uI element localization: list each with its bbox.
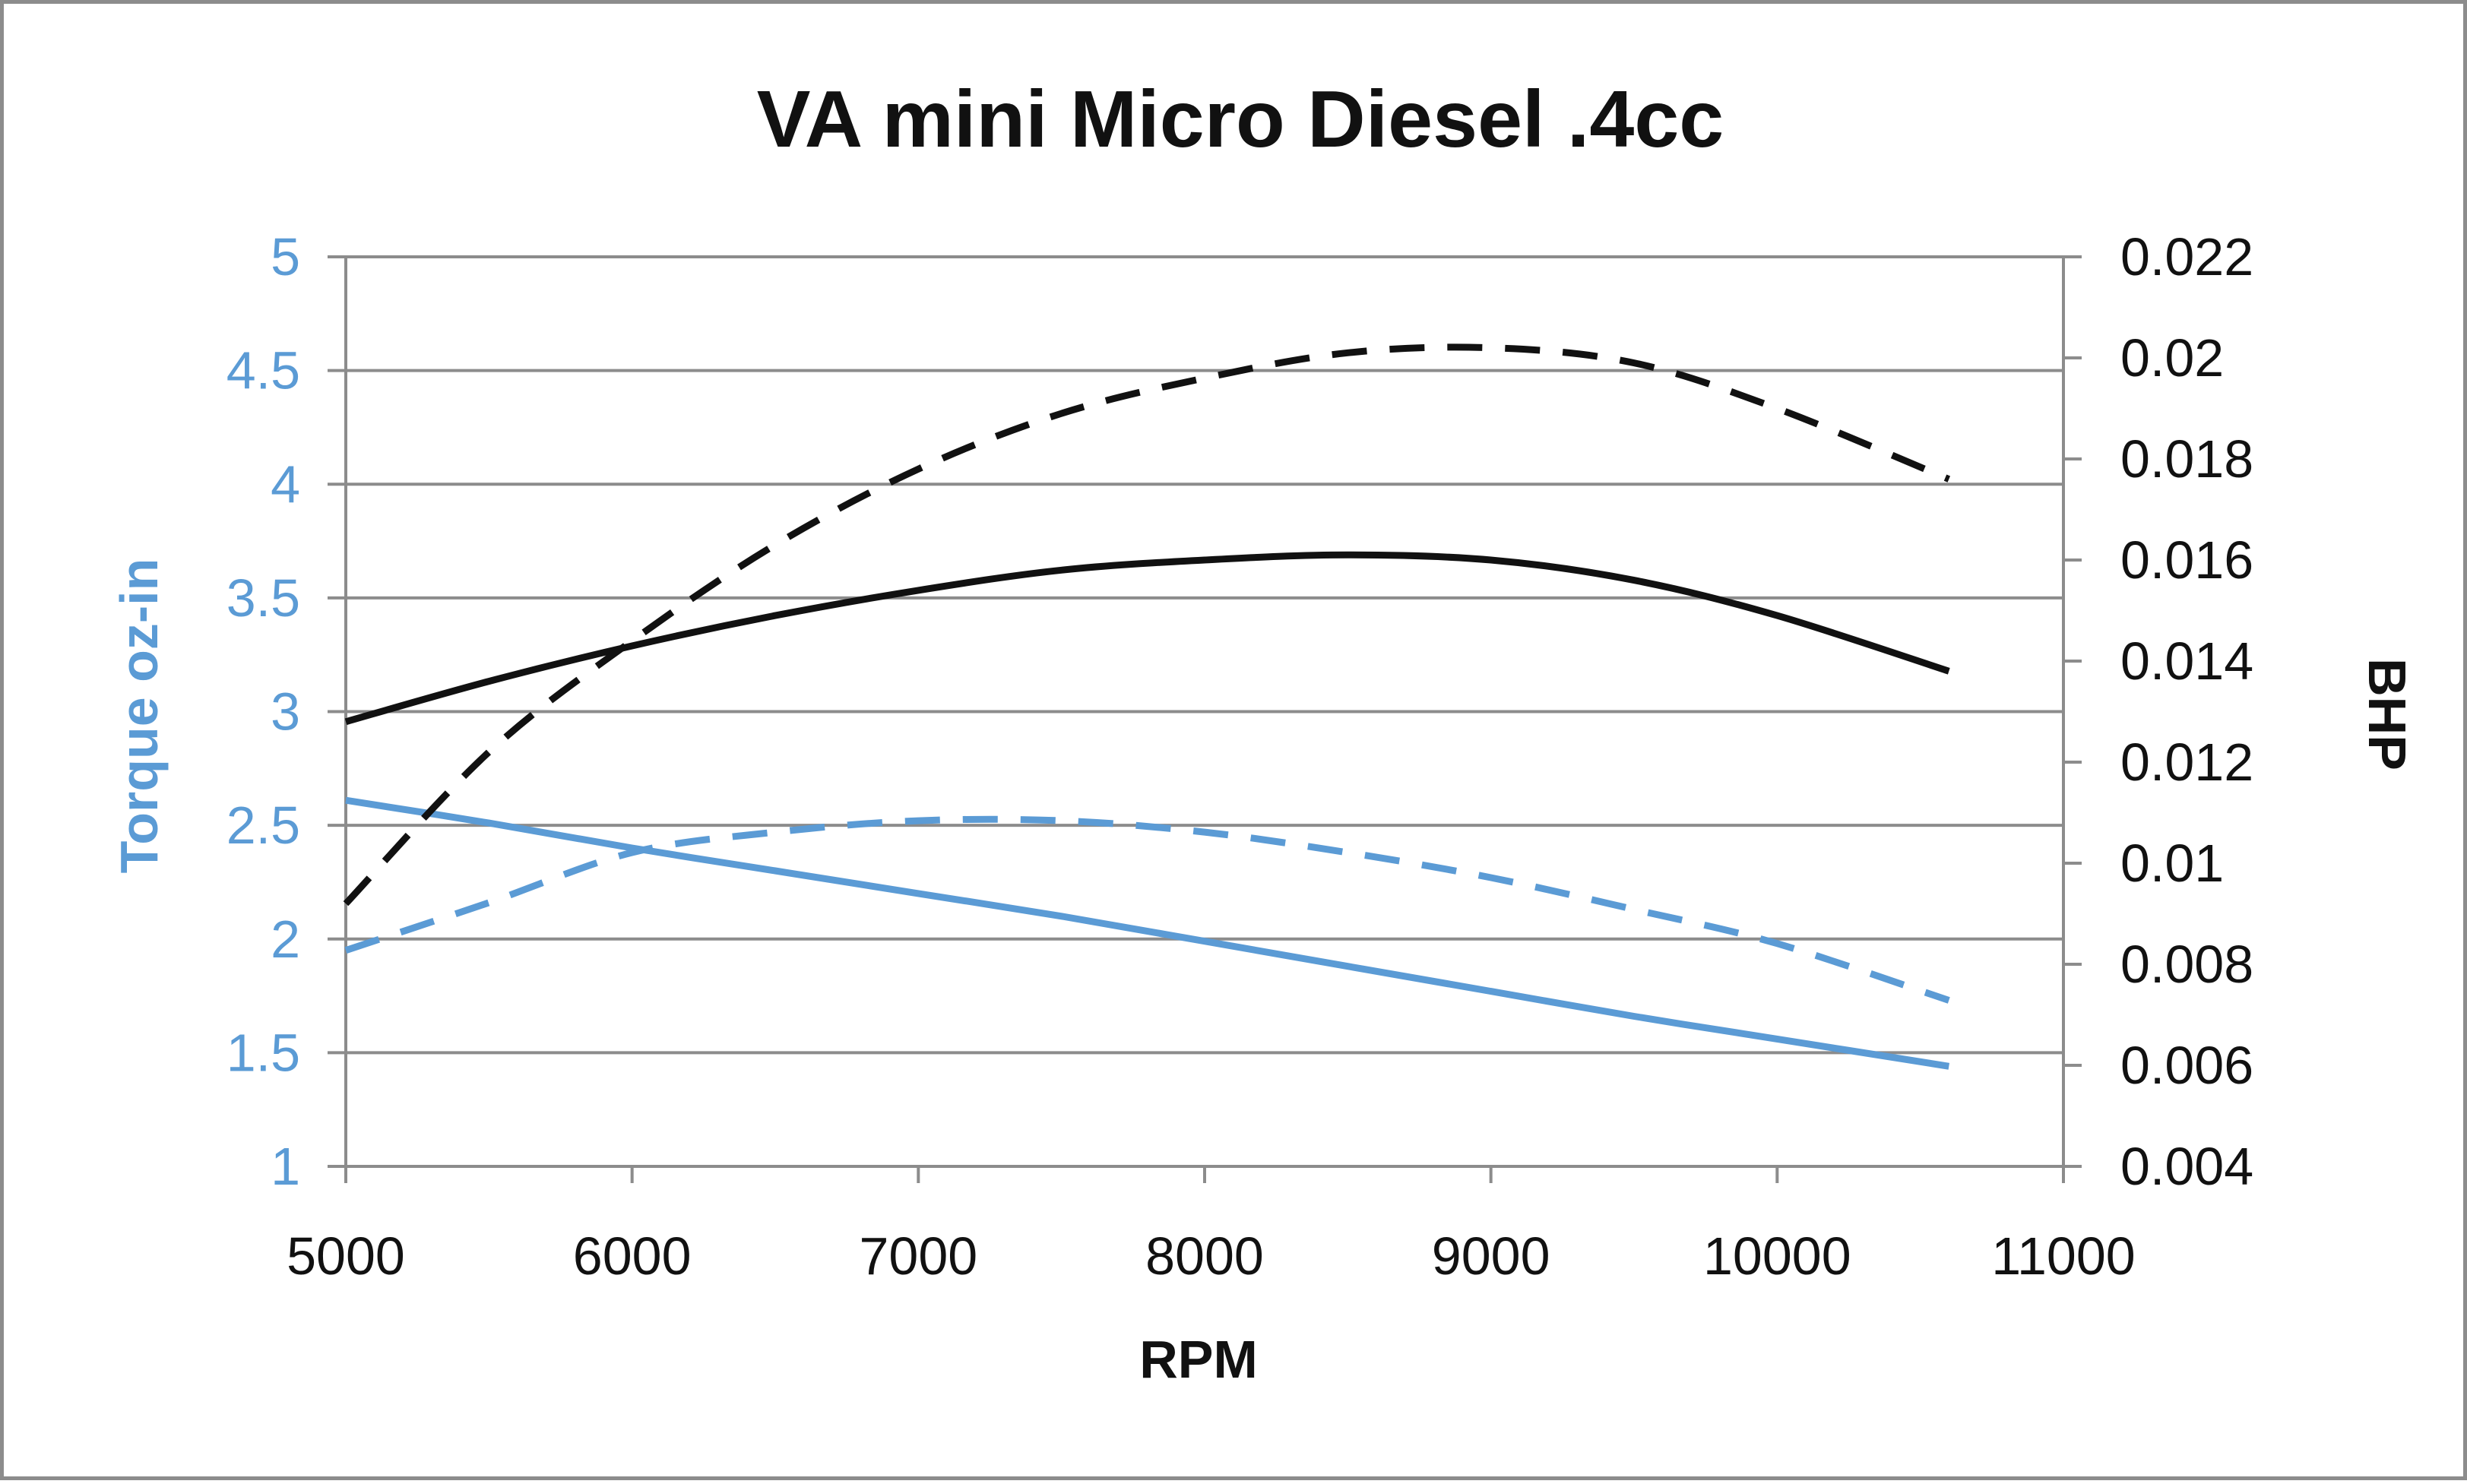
y-tick-label-0: 1: [271, 1137, 300, 1196]
x-tick-label-3: 8000: [1145, 1226, 1264, 1286]
y2-tick-label-3: 0.01: [2120, 834, 2224, 893]
x-tick-label-1: 6000: [573, 1226, 692, 1286]
series-lines: [343, 343, 1951, 1070]
x-tick-label-5: 10000: [1703, 1226, 1851, 1286]
y2-tick-label-2: 0.008: [2120, 935, 2253, 994]
y-tick-label-3: 2.5: [226, 796, 300, 855]
y2-tick-label-5: 0.014: [2120, 631, 2253, 691]
series-line-0: [345, 796, 1950, 1070]
x-axis-title: RPM: [1139, 1330, 1258, 1389]
y2-axis-title: BHP: [2358, 658, 2417, 770]
y2-tick-label-0: 0.004: [2120, 1137, 2253, 1196]
series-line-1: [344, 815, 1950, 1004]
y2-tick-label-1: 0.006: [2120, 1036, 2253, 1095]
y-tick-label-2: 2: [271, 910, 300, 969]
y-tick-label-5: 3.5: [226, 568, 300, 628]
y2-tick-label-7: 0.018: [2120, 429, 2253, 489]
y2-tick-label-4: 0.012: [2120, 733, 2253, 792]
x-tick-label-6: 11000: [1991, 1226, 2135, 1286]
axes: [328, 255, 2082, 1183]
tick-labels: 1 1.5 2 2.5 3 3.5 4 4.5 5 0.004 0.006 0.008 0.01 0.01…: [226, 227, 2253, 1286]
series-line-3: [343, 343, 1951, 907]
series-line-2: [344, 551, 1950, 726]
y-tick-label-7: 4.5: [226, 341, 300, 400]
x-tick-label-0: 5000: [287, 1226, 405, 1286]
x-tick-label-2: 7000: [859, 1226, 977, 1286]
chart-svg: VA mini Micro Diesel .4cc 1 1.5 2 2.5 3 3.5 4 4…: [109, 74, 2417, 1389]
y2-tick-label-8: 0.02: [2120, 328, 2224, 388]
y2-tick-label-9: 0.022: [2120, 227, 2253, 286]
chart-title: VA mini Micro Diesel .4cc: [757, 74, 1724, 164]
x-tick-label-4: 9000: [1432, 1226, 1550, 1286]
y2-tick-label-6: 0.016: [2120, 530, 2253, 590]
y-tick-label-8: 5: [271, 227, 300, 286]
gridlines: [346, 255, 2063, 1168]
y-tick-label-1: 1.5: [226, 1023, 300, 1082]
y-axis-title: Torque oz-in: [109, 558, 169, 874]
y-tick-label-6: 4: [271, 454, 300, 514]
y-tick-label-4: 3: [271, 682, 300, 742]
